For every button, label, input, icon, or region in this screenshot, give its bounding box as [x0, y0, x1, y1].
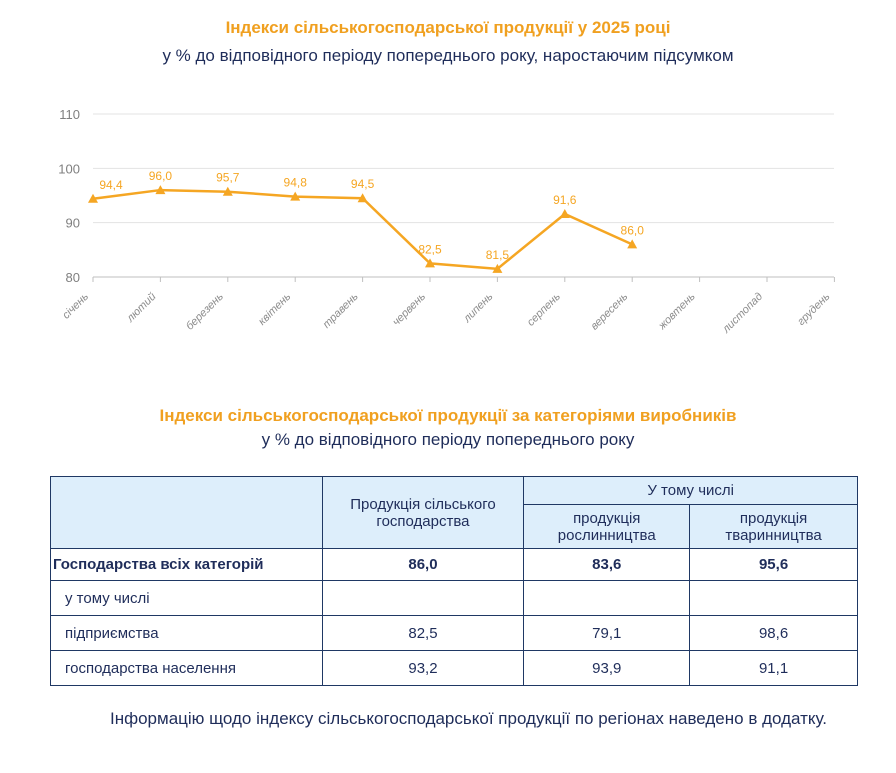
table-row: господарства населення 93,2 93,9 91,1: [50, 650, 858, 686]
table-title: Індекси сільськогосподарської продукції …: [159, 406, 737, 425]
table-row: Господарства всіх категорій 86,0 83,6 95,6: [50, 548, 858, 581]
y-tick-label: 100: [58, 161, 80, 176]
header-empty: [50, 476, 323, 549]
row-label: у тому числі: [50, 580, 323, 616]
cell-value: [321, 580, 525, 616]
data-label: 82,5: [418, 242, 442, 256]
data-label: 94,4: [99, 178, 123, 192]
data-label: 96,0: [149, 169, 173, 183]
header-agri: Продукція сільського господарства: [321, 476, 525, 549]
data-label: 81,5: [486, 248, 510, 262]
x-tick-label: листопад: [720, 291, 765, 336]
data-label: 94,5: [351, 177, 375, 191]
cell-value: 79,1: [523, 615, 691, 651]
x-tick-label: червень: [390, 290, 428, 328]
data-label: 95,7: [216, 171, 240, 185]
cell-value: [689, 580, 858, 616]
x-tick-label: жовтень: [656, 290, 698, 332]
y-tick-label: 90: [66, 216, 80, 231]
cell-value: 82,5: [321, 615, 525, 651]
data-point: [425, 258, 435, 268]
table-row: у тому числі: [50, 580, 858, 616]
row-label: господарства населення: [50, 650, 323, 686]
data-point: [627, 239, 638, 249]
table-subtitle: у % до відповідного періоду попереднього…: [261, 430, 635, 449]
note-text: Інформацію щодо індексу сільськогосподар…: [110, 709, 828, 728]
chart-subtitle: у % до відповідного періоду попереднього…: [162, 46, 734, 65]
table-row: підприємства 82,5 79,1 98,6: [50, 615, 858, 651]
row-label: підприємства: [50, 615, 323, 651]
x-tick-label: квітень: [256, 290, 293, 327]
data-point: [155, 185, 166, 195]
y-tick-label: 110: [59, 107, 80, 122]
header-livestock: продукція тваринництва: [689, 504, 858, 549]
header-crop: продукція рослинництва: [523, 504, 691, 549]
data-point: [492, 263, 503, 273]
data-point: [222, 186, 233, 196]
chart-title: Індекси сільськогосподарської продукції …: [225, 18, 671, 37]
x-tick-label: лютий: [124, 291, 159, 326]
data-point: [559, 208, 570, 218]
row-label: Господарства всіх категорій: [50, 548, 323, 581]
line-chart: 80 90 100 110 січень лютий березень квітень трав…: [58, 107, 835, 336]
x-tick-label: січень: [60, 290, 91, 321]
x-tick-label: вересень: [588, 290, 630, 332]
cell-value: 86,0: [321, 548, 525, 581]
data-label: 94,8: [284, 176, 308, 190]
cell-value: [523, 580, 691, 616]
x-tick-label: серпень: [525, 290, 563, 328]
x-tick-label: грудень: [795, 290, 832, 327]
data-point: [88, 193, 98, 203]
x-tick-label: липень: [461, 290, 496, 325]
cell-value: 91,1: [689, 650, 858, 686]
y-tick-label: 80: [66, 270, 80, 285]
cell-value: 98,6: [689, 615, 858, 651]
header-group: У тому числі: [523, 476, 858, 505]
data-point: [357, 193, 368, 203]
x-tick-label: березень: [184, 290, 226, 332]
data-label: 86,0: [621, 223, 645, 237]
cell-value: 95,6: [689, 548, 858, 581]
x-tick-label: травень: [321, 290, 361, 330]
data-point: [290, 191, 301, 201]
cell-value: 93,9: [523, 650, 691, 686]
data-label: 91,6: [553, 193, 577, 207]
producers-table: Продукція сільського господарства У тому…: [50, 476, 858, 686]
cell-value: 93,2: [321, 650, 525, 686]
cell-value: 83,6: [523, 548, 691, 581]
